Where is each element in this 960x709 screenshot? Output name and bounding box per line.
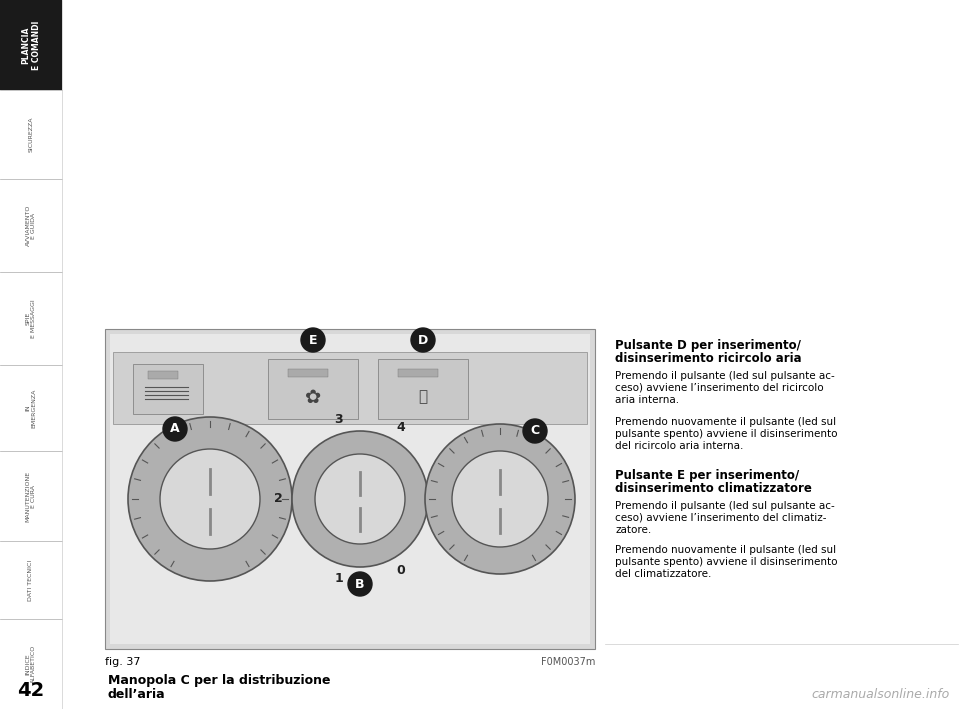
Text: disinserimento climatizzatore: disinserimento climatizzatore [615, 482, 812, 495]
Circle shape [348, 572, 372, 596]
Bar [105, 329, 595, 649]
Bar [110, 334, 590, 644]
Bar [268, 359, 358, 419]
Text: INDICE
ALFABETICO: INDICE ALFABETICO [26, 645, 36, 683]
Text: del ricircolo aria interna.: del ricircolo aria interna. [615, 441, 743, 451]
Circle shape [452, 451, 548, 547]
Circle shape [315, 454, 405, 544]
Circle shape [425, 424, 575, 574]
Text: ceso) avviene l’inserimento del ricircolo: ceso) avviene l’inserimento del ricircol… [615, 383, 824, 393]
Text: pulsante spento) avviene il disinserimento: pulsante spento) avviene il disinserimen… [615, 429, 837, 439]
Text: Premendo il pulsante (led sul pulsante ac-: Premendo il pulsante (led sul pulsante a… [615, 501, 835, 511]
Bar [113, 352, 587, 424]
Bar [148, 371, 178, 379]
Text: carmanualsonline.info: carmanualsonline.info [812, 688, 950, 701]
Text: A: A [170, 423, 180, 435]
Text: 🚗: 🚗 [419, 389, 427, 405]
Circle shape [160, 449, 260, 549]
Circle shape [292, 431, 428, 567]
Text: SPIE
E MESSAGGI: SPIE E MESSAGGI [26, 299, 36, 338]
Text: Premendo nuovamente il pulsante (led sul: Premendo nuovamente il pulsante (led sul [615, 417, 836, 427]
Bar [0, 0, 62, 709]
Text: zatore.: zatore. [615, 525, 651, 535]
Circle shape [301, 328, 325, 352]
Text: pulsante spento) avviene il disinserimento: pulsante spento) avviene il disinserimen… [615, 557, 837, 567]
Text: D: D [418, 333, 428, 347]
Circle shape [523, 419, 547, 443]
Text: aria interna.: aria interna. [615, 395, 679, 405]
Circle shape [163, 417, 187, 441]
Text: del climatizzatore.: del climatizzatore. [615, 569, 711, 579]
Text: dell’aria: dell’aria [108, 688, 166, 701]
Text: E: E [309, 333, 317, 347]
Text: 0: 0 [396, 564, 405, 576]
Text: DATI TECNICI: DATI TECNICI [29, 559, 34, 601]
Text: IN
EMERGENZA: IN EMERGENZA [26, 389, 36, 428]
Bar [288, 369, 328, 377]
Circle shape [128, 417, 292, 581]
Text: F0M0037m: F0M0037m [540, 657, 595, 667]
Text: MANUTENZIONE
E CURA: MANUTENZIONE E CURA [26, 471, 36, 522]
Text: 4: 4 [396, 421, 405, 435]
Text: ✿: ✿ [305, 388, 322, 406]
Text: Premendo il pulsante (led sul pulsante ac-: Premendo il pulsante (led sul pulsante a… [615, 371, 835, 381]
Text: 1: 1 [334, 571, 343, 585]
Text: Manopola C per la distribuzione: Manopola C per la distribuzione [108, 674, 330, 687]
Text: ceso) avviene l’inserimento del climatiz-: ceso) avviene l’inserimento del climatiz… [615, 513, 827, 523]
Text: 2: 2 [274, 493, 282, 506]
Text: Pulsante D per inserimento/: Pulsante D per inserimento/ [615, 339, 801, 352]
Text: fig. 37: fig. 37 [105, 657, 140, 667]
Text: 3: 3 [334, 413, 343, 426]
Bar [378, 359, 468, 419]
Text: SICUREZZA: SICUREZZA [29, 117, 34, 152]
Text: AVVIAMENTO
E GUIDA: AVVIAMENTO E GUIDA [26, 205, 36, 246]
Text: Pulsante E per inserimento/: Pulsante E per inserimento/ [615, 469, 799, 482]
Bar [398, 369, 438, 377]
Text: B: B [355, 578, 365, 591]
Text: Premendo nuovamente il pulsante (led sul: Premendo nuovamente il pulsante (led sul [615, 545, 836, 555]
Text: C: C [531, 425, 540, 437]
Text: PLANCIA
E COMANDI: PLANCIA E COMANDI [21, 21, 40, 69]
Text: 42: 42 [17, 681, 44, 700]
Text: disinserimento ricircolo aria: disinserimento ricircolo aria [615, 352, 802, 365]
Bar [133, 364, 203, 414]
Circle shape [411, 328, 435, 352]
Bar [0, 0, 62, 90]
